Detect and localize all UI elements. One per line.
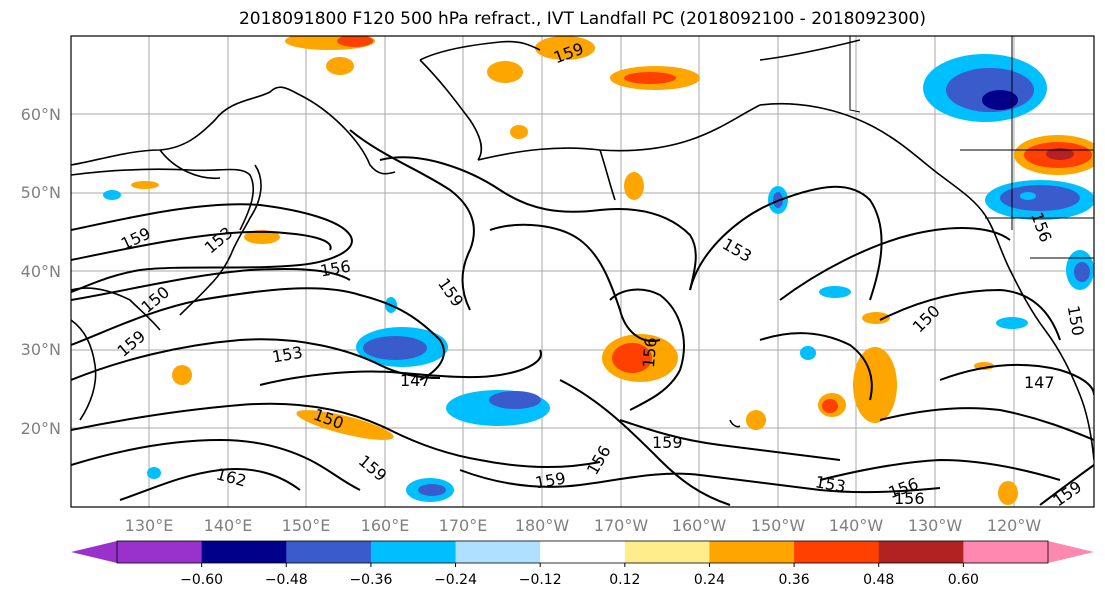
lon-tick-label: 170°W xyxy=(594,516,649,535)
positive-anomaly xyxy=(624,72,676,84)
positive-anomaly xyxy=(326,57,354,75)
colorbar-label: 0.48 xyxy=(863,572,894,588)
lon-tick-label: 140°W xyxy=(829,516,884,535)
refractivity-contours xyxy=(71,129,1094,506)
negative-anomaly xyxy=(147,467,161,479)
colorbar-segment xyxy=(286,541,372,563)
gridlines xyxy=(71,36,1094,507)
colorbar-label: 0.36 xyxy=(779,572,810,588)
colorbar-segment xyxy=(201,541,287,563)
colorbar-label: −0.60 xyxy=(180,572,223,588)
positive-anomaly xyxy=(510,125,528,139)
colorbar: −0.60 −0.48 −0.36 −0.24 −0.12 0.12 0.24 0.36 0.4… xyxy=(71,540,1094,588)
colorbar-label: 0.60 xyxy=(948,572,979,588)
colorbar-label: −0.12 xyxy=(519,572,562,588)
lon-tick-label: 160°E xyxy=(361,516,410,535)
negative-anomaly xyxy=(819,286,851,298)
map-title: 2018091800 F120 500 hPa refract., IVT La… xyxy=(238,9,926,29)
lon-tick-label: 170°E xyxy=(439,516,488,535)
lon-tick-label: 130°W xyxy=(908,516,963,535)
positive-anomaly xyxy=(862,312,890,324)
lat-tick-label: 50°N xyxy=(21,183,61,202)
colorbar-segment xyxy=(540,541,626,563)
colorbar-segment xyxy=(624,541,710,563)
colorbar-label: 0.24 xyxy=(694,572,725,588)
shaded-anomalies xyxy=(103,36,1094,505)
negative-anomaly xyxy=(489,391,541,409)
colorbar-segment xyxy=(709,541,795,563)
negative-anomaly xyxy=(982,90,1018,110)
colorbar-label: 0.12 xyxy=(609,572,640,588)
colorbar-segment xyxy=(963,541,1049,563)
colorbar-extend-max xyxy=(1048,541,1094,563)
lat-tick-label: 30°N xyxy=(21,340,61,359)
negative-anomaly xyxy=(103,190,121,200)
map-layer: 159 153 156 159 150 153 147 150 159 162 … xyxy=(71,36,1094,508)
positive-anomaly xyxy=(853,347,897,423)
negative-anomaly xyxy=(800,346,816,360)
positive-anomaly xyxy=(822,399,838,413)
colorbar-segment xyxy=(878,541,964,563)
colorbar-segment xyxy=(455,541,541,563)
contour-label: 147 xyxy=(1024,373,1055,392)
lon-tick-label: 150°W xyxy=(751,516,806,535)
positive-anomaly xyxy=(612,343,652,373)
lon-tick-label: 150°E xyxy=(282,516,331,535)
positive-anomaly xyxy=(998,481,1018,505)
colorbar-label: −0.48 xyxy=(265,572,308,588)
longitude-labels: 130°E 140°E 150°E 160°E 170°E 180°W 170°… xyxy=(125,516,1042,535)
political-borders xyxy=(849,36,1094,259)
colorbar-outline xyxy=(116,540,1049,564)
lat-tick-label: 20°N xyxy=(21,419,61,438)
lon-tick-label: 120°W xyxy=(987,516,1042,535)
lon-tick-label: 160°W xyxy=(672,516,727,535)
negative-anomaly xyxy=(418,484,446,496)
colorbar-extend-min xyxy=(71,541,117,563)
negative-anomaly xyxy=(1074,262,1090,282)
latitude-labels: 60°N 50°N 40°N 30°N 20°N xyxy=(21,105,61,438)
negative-anomaly xyxy=(1000,185,1080,211)
coastlines xyxy=(71,39,1094,461)
colorbar-segment xyxy=(794,541,880,563)
positive-anomaly xyxy=(535,36,595,60)
colorbar-label: −0.36 xyxy=(349,572,392,588)
positive-anomaly xyxy=(296,410,394,440)
positive-anomaly xyxy=(1020,192,1036,200)
positive-anomaly xyxy=(244,230,280,244)
lon-tick-label: 130°E xyxy=(125,516,174,535)
positive-anomaly xyxy=(746,410,766,430)
lat-tick-label: 60°N xyxy=(21,105,61,124)
positive-anomaly xyxy=(337,36,373,47)
positive-anomaly xyxy=(487,61,523,83)
lon-tick-label: 180°W xyxy=(515,516,570,535)
plot-frame xyxy=(70,35,1095,508)
contour-label: 156 xyxy=(894,489,925,508)
colorbar-segment xyxy=(370,541,457,563)
contour-label: 156 xyxy=(639,337,661,369)
lon-tick-label: 140°E xyxy=(204,516,253,535)
lat-tick-label: 40°N xyxy=(21,262,61,281)
negative-anomaly xyxy=(996,317,1028,329)
contour-label: 159 xyxy=(652,433,683,452)
positive-anomaly xyxy=(1046,148,1074,160)
positive-anomaly xyxy=(172,365,192,385)
colorbar-segment xyxy=(117,541,203,563)
positive-anomaly xyxy=(624,172,644,200)
colorbar-label: −0.24 xyxy=(434,572,477,588)
negative-anomaly xyxy=(363,336,427,360)
contour-label: 147 xyxy=(400,371,431,390)
positive-anomaly xyxy=(131,181,159,189)
